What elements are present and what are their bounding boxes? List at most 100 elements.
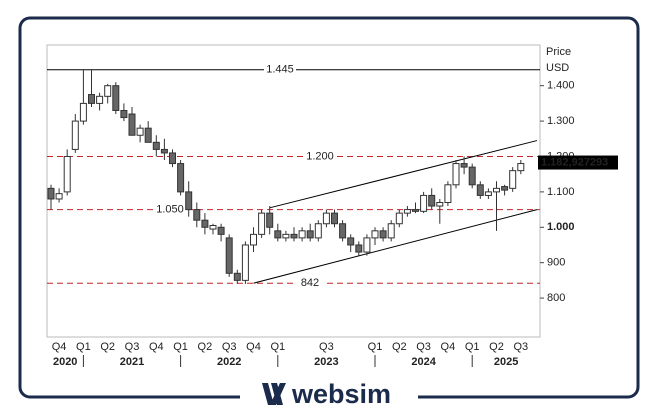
candle-body (436, 202, 444, 207)
x-tick-label: Q1 (270, 341, 285, 353)
x-tick-label: Q2 (489, 341, 504, 353)
candle-body (88, 94, 95, 104)
candle-body (363, 237, 371, 253)
candle-body (517, 163, 525, 172)
last-price-label: 1.182,927293 (541, 156, 608, 168)
candle-body (128, 113, 136, 136)
x-tick-label: Q1 (76, 341, 91, 353)
axis-unit: USD (546, 62, 569, 74)
candle-body (420, 194, 428, 212)
candle-body (501, 186, 509, 191)
candle-body (509, 170, 517, 189)
x-tick-label: Q1 (465, 341, 480, 353)
candle-body (412, 209, 419, 212)
x-tick-label: Q4 (441, 341, 456, 353)
candle-body (104, 85, 112, 97)
year-label: 2025 (494, 356, 518, 368)
level-label: 1.050 (156, 203, 184, 215)
y-tick-label: 1.000 (547, 221, 575, 233)
y-tick-label: 1.100 (547, 186, 575, 198)
candle-body (290, 233, 298, 239)
channel-line (253, 209, 538, 284)
level-label: 1.445 (266, 64, 294, 76)
plot-area (46, 44, 541, 338)
x-tick-label: Q3 (319, 341, 334, 353)
candle-body (298, 230, 306, 239)
candle-body (144, 127, 152, 143)
candle-body (250, 233, 257, 246)
candle-body (63, 155, 71, 193)
candle-body (209, 225, 217, 230)
candle-body (112, 85, 120, 111)
candle-body (387, 223, 395, 239)
x-tick-label: Q2 (100, 341, 115, 353)
candle-body (233, 272, 241, 281)
y-tick-label: 900 (547, 257, 565, 269)
candle-body (484, 191, 492, 196)
candle-body (452, 163, 460, 186)
candle-body (476, 184, 484, 196)
candle-body (201, 219, 209, 228)
x-tick-label: Q2 (392, 341, 407, 353)
x-tick-label: Q2 (198, 341, 213, 353)
candle-body (225, 237, 233, 274)
x-tick-label: Q4 (149, 341, 164, 353)
year-label: 2023 (314, 356, 338, 368)
x-tick-label: Q4 (246, 341, 261, 353)
candle-body (395, 212, 403, 225)
candle-body (339, 223, 347, 239)
candle-body (306, 230, 314, 239)
candle-body (266, 212, 274, 228)
x-tick-label: Q1 (173, 341, 188, 353)
candle-body (403, 209, 411, 214)
x-tick-label: Q1 (368, 341, 383, 353)
candle-body (120, 109, 128, 119)
candle-body (241, 244, 249, 281)
candle-body (169, 152, 176, 165)
x-tick-label: Q3 (513, 341, 528, 353)
candle-body (258, 212, 266, 235)
year-label: 2020 (53, 356, 77, 368)
candle-body (493, 187, 500, 193)
level-label: 842 (301, 277, 319, 289)
candle-body (379, 230, 387, 239)
y-tick-label: 1.300 (547, 115, 575, 127)
logo-text: websim (291, 379, 391, 409)
level-label: 1.200 (306, 150, 334, 162)
candle-body (444, 184, 452, 204)
candle-body (347, 237, 355, 246)
candle-body (282, 233, 290, 239)
logo-icon (262, 383, 286, 405)
candle-body (177, 163, 185, 193)
candle-body (217, 226, 225, 235)
candle-body (79, 102, 87, 122)
y-tick-label: 1.400 (547, 80, 575, 92)
x-tick-label: Q3 (416, 341, 431, 353)
x-tick-label: Q3 (125, 341, 140, 353)
axis-title: Price (546, 46, 571, 58)
year-label: 2024 (411, 356, 436, 368)
candle-body (314, 223, 322, 239)
last-price-box (538, 155, 618, 170)
candle-body (460, 163, 468, 168)
candle-body (274, 230, 282, 239)
channel-line (269, 140, 538, 209)
candle-body (371, 230, 379, 239)
candle-body (55, 193, 63, 200)
candle-body (96, 95, 104, 104)
candle-body (152, 141, 160, 150)
y-tick-label: 800 (547, 292, 565, 304)
candle-body (355, 244, 363, 253)
x-tick-label: Q3 (222, 341, 237, 353)
candle-body (322, 212, 330, 225)
candle-body (185, 191, 193, 211)
level-label-bg (304, 150, 336, 163)
candle-body (468, 166, 476, 186)
candle-body (47, 187, 55, 200)
candle-body (160, 148, 168, 154)
candle-body (71, 120, 79, 150)
candle-body (193, 209, 201, 221)
level-label-bg (264, 63, 296, 76)
level-label-bg (294, 277, 326, 290)
